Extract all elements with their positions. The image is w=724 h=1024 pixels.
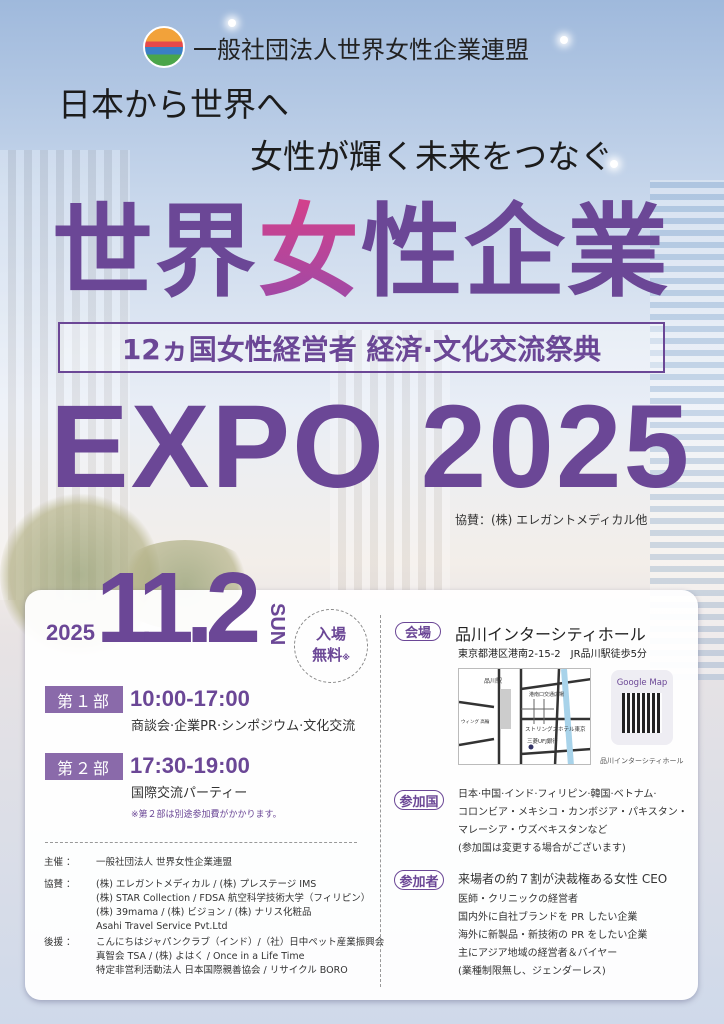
sponsor-line: Asahi Travel Service Pvt.Ltd (96, 921, 228, 932)
participants-line: 国内外に自社ブランドを PR したい企業 (458, 912, 638, 923)
organizer-label: 主催 ： (44, 857, 76, 868)
map-label: 品川駅 (484, 678, 502, 685)
free-admission-badge: 入場無料※ (294, 609, 368, 683)
organization-name: 一般社団法人世界女性企業連盟 (193, 36, 529, 64)
participants-line: 海外に新製品・新技術の PR をしたい企業 (458, 930, 648, 941)
organization-logo (143, 26, 185, 68)
session-note: ※第２部は別途参加費がかかります。 (131, 810, 282, 820)
supporter-line: 真智会 TSA / (株) よはく / Once in a Life Time (96, 951, 305, 962)
venue-name: 品川インターシティホール (455, 625, 646, 644)
countries-line: コロンビア・メキシコ・カンボジア・パキスタン・ (458, 807, 688, 818)
map-hall-label: 品川インターシティホール (600, 757, 684, 765)
session-1-badge: 第１部 (45, 686, 123, 713)
participants-line: (業種制限無し、ジェンダーレス) (458, 966, 606, 977)
venue-map: 品川駅 港南口交通広場 ウィング 高輪 ストリングスホテル東京 三菱UFJ銀行 (458, 668, 591, 765)
event-weekday: SUN (266, 603, 288, 646)
background-building (330, 330, 450, 590)
title-part: 世界 (52, 193, 259, 311)
supporters-label: 後援 ： (44, 937, 76, 948)
map-label: 三菱UFJ銀行 (527, 737, 558, 745)
session-2-description: 国際交流パーティー (131, 786, 248, 801)
venue-label: 会場 (395, 622, 441, 641)
sponsor-line: (株) エレガントメディカル / (株) プレステージ IMS (96, 879, 317, 890)
session-2-time: 17:30-19:00 (130, 753, 250, 778)
network-dot (560, 36, 568, 44)
map-label: 港南口交通広場 (529, 691, 564, 698)
organizer: 一般社団法人 世界女性企業連盟 (96, 857, 233, 868)
admission-text: 無料※ (312, 646, 350, 664)
countries-line: (参加国は変更する場合がございます) (458, 843, 626, 854)
sponsors-label: 協賛 ： (44, 879, 76, 890)
countries-line: マレーシア・ウズベキスタンなど (458, 825, 608, 836)
event-subtitle: 12ヵ国女性経営者 経済·文化交流祭典 (58, 322, 665, 373)
countries-label: 参加国 (394, 790, 444, 810)
lead-line-2: 女性が輝く未来をつなぐ (250, 137, 613, 176)
countries-line: 日本·中国·インド·フィリピン·韓国·ベトナム· (458, 789, 657, 800)
event-date: 11.2 (96, 552, 261, 664)
network-dot (610, 160, 618, 168)
title-part: 性企業 (361, 193, 671, 311)
divider (380, 615, 381, 987)
session-2-badge: 第２部 (45, 753, 123, 780)
sponsor-line: (株) 39mama / (株) ビジョン / (株) ナリス化粧品 (96, 907, 312, 918)
sponsor-line: 協賛：(株) エレガントメディカル他 (455, 513, 648, 527)
map-label: ウィング 高輪 (461, 718, 490, 725)
supporter-line: 特定非営利活動法人 日本国際親善協会 / リサイクル BORO (96, 965, 348, 976)
event-title: 世界女性企業 (52, 202, 670, 303)
sponsor-line: (株) STAR Collection / FDSA 航空科学技術大学（フィリピ… (96, 893, 371, 904)
expo-title: EXPO 2025 (50, 381, 692, 513)
network-dot (228, 19, 236, 27)
lead-line-1: 日本から世界へ (58, 85, 289, 124)
session-1-description: 商談会·企業PR·シンポジウム·文化交流 (131, 719, 356, 734)
participants-label: 参加者 (394, 870, 444, 890)
qr-code[interactable] (622, 693, 662, 733)
event-year: 2025 (46, 620, 95, 645)
participants-headline: 来場者の約７割が決裁権ある女性 CEO (458, 872, 668, 886)
supporter-line: こんにちはジャパンクラブ（インド）/（社）日中ペット産業振興会 (96, 937, 385, 948)
qr-label: Google Map (616, 678, 668, 688)
participants-line: 医師・クリニックの経営者 (458, 894, 578, 905)
admission-text: 入場 (315, 625, 346, 643)
venue-address: 東京都港区港南2-15-2 JR品川駅徒歩5分 (458, 649, 647, 660)
map-label: ストリングスホテル東京 (525, 725, 586, 733)
map-drawing: 品川駅 港南口交通広場 ウィング 高輪 ストリングスホテル東京 三菱UFJ銀行 (459, 669, 590, 764)
session-1-time: 10:00-17:00 (130, 686, 250, 711)
title-highlight: 女 (258, 193, 362, 311)
participants-line: 主にアジア地域の経営者＆バイヤー (458, 948, 618, 959)
divider (45, 842, 357, 843)
